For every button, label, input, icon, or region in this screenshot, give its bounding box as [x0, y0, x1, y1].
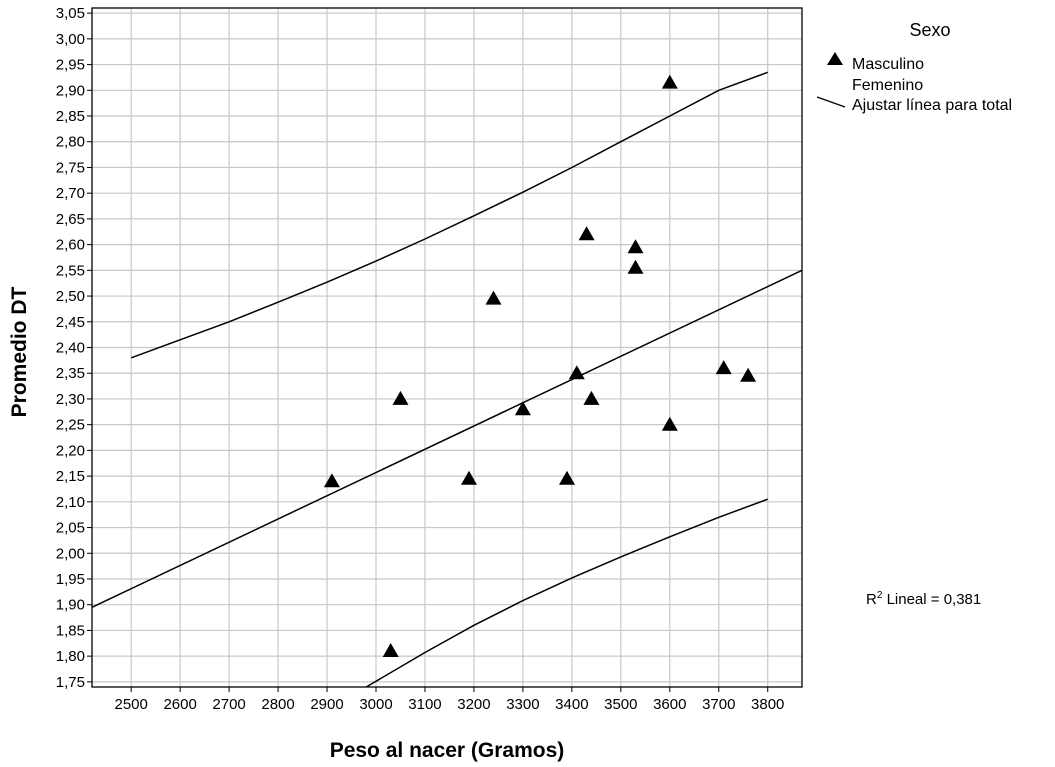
lower-interval-line [365, 498, 768, 688]
y-tick-label: 2,95 [56, 57, 85, 74]
data-point-triangle [740, 367, 757, 382]
y-tick-label: 2,40 [56, 340, 85, 357]
x-tick-label: 3100 [408, 696, 441, 713]
y-tick-label: 2,70 [56, 185, 85, 202]
legend-item-masculino: Masculino [852, 56, 924, 73]
y-tick-label: 2,75 [56, 159, 85, 176]
x-tick-label: 3600 [653, 696, 686, 713]
legend: Sexo Masculino Femenino Ajustar línea pa… [816, 20, 1012, 114]
y-tick-label: 1,90 [56, 597, 85, 614]
y-tick-label: 1,85 [56, 622, 85, 639]
upper-interval-line [130, 71, 768, 359]
y-tick-label: 2,60 [56, 237, 85, 254]
data-point-triangle [392, 390, 409, 405]
data-point-triangle [461, 470, 477, 485]
y-tick-label: 2,55 [56, 262, 85, 279]
triangle-icon [827, 52, 843, 65]
y-tick-label: 2,90 [56, 82, 85, 99]
y-tick-label: 2,25 [56, 417, 85, 434]
y-tick-label: 3,05 [56, 5, 85, 22]
fit-line [91, 269, 803, 608]
legend-title: Sexo [909, 20, 950, 40]
data-point-triangle [715, 360, 732, 375]
y-tick-label: 2,00 [56, 545, 85, 562]
fit-lines [91, 71, 803, 688]
data-point-triangle [485, 290, 502, 305]
data-point-triangle [627, 239, 644, 254]
y-tick-label: 2,20 [56, 442, 85, 459]
x-tick-label: 3400 [555, 696, 588, 713]
legend-item-femenino: Femenino [852, 77, 923, 94]
y-tick-labels: 1,75 1,80 1,85 1,90 1,95 2,00 2,05 2,10 2,15 2,20… [56, 5, 92, 691]
data-point-triangle [382, 643, 399, 657]
data-point-triangle [323, 473, 340, 488]
data-point-triangle [583, 390, 600, 405]
x-tick-label: 3200 [457, 696, 490, 713]
y-tick-label: 1,80 [56, 648, 85, 665]
x-tick-label: 2900 [310, 696, 343, 713]
y-tick-label: 2,05 [56, 520, 85, 537]
legend-item-fit-line: Ajustar línea para total [852, 97, 1012, 114]
data-point-triangle [661, 416, 678, 431]
y-tick-label: 1,75 [56, 674, 85, 691]
x-tick-label: 2800 [261, 696, 294, 713]
y-tick-label: 3,00 [56, 31, 85, 48]
data-point-triangle [514, 401, 531, 416]
y-tick-label: 2,50 [56, 288, 85, 305]
y-tick-label: 2,85 [56, 108, 85, 125]
y-tick-label: 2,80 [56, 134, 85, 151]
x-tick-label: 3000 [359, 696, 392, 713]
x-axis-title: Peso al nacer (Gramos) [330, 739, 565, 762]
r2-annotation: R2 Lineal = 0,381 [866, 590, 981, 608]
y-tick-label: 2,30 [56, 391, 85, 408]
x-tick-label: 2500 [114, 696, 147, 713]
x-tick-label: 3500 [604, 696, 637, 713]
grid-lines [92, 8, 802, 687]
data-point-triangle [568, 365, 585, 380]
x-tick-labels: 2500 2600 2700 2800 2900 3000 3100 3200 3300 3400… [114, 687, 784, 713]
x-tick-label: 3800 [751, 696, 784, 713]
x-tick-label: 3300 [506, 696, 539, 713]
x-tick-label: 2600 [163, 696, 196, 713]
data-points [323, 74, 757, 657]
data-point-triangle [627, 259, 644, 274]
data-point-triangle [661, 74, 678, 89]
y-axis-title: Promedio DT [8, 286, 31, 417]
y-tick-label: 2,35 [56, 365, 85, 382]
y-tick-label: 2,45 [56, 314, 85, 331]
y-tick-label: 2,10 [56, 494, 85, 511]
y-tick-label: 1,95 [56, 571, 85, 588]
y-tick-label: 2,15 [56, 468, 85, 485]
y-tick-label: 2,65 [56, 211, 85, 228]
fit-line-icon [816, 96, 846, 108]
data-point-triangle [578, 226, 595, 241]
x-tick-label: 2700 [212, 696, 245, 713]
data-point-triangle [559, 470, 575, 485]
x-tick-label: 3700 [702, 696, 735, 713]
